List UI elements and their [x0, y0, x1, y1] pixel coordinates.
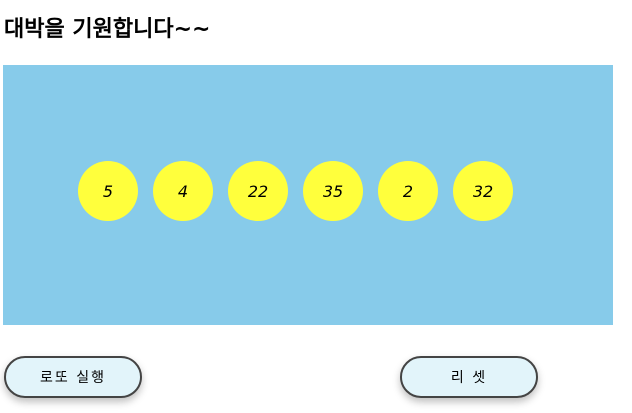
- lotto-ball-5: 2: [378, 161, 438, 221]
- lotto-ball-2: 4: [153, 161, 213, 221]
- lotto-ball-1: 5: [78, 161, 138, 221]
- lotto-ball-4: 35: [303, 161, 363, 221]
- lotto-ball-6: 32: [453, 161, 513, 221]
- lotto-ball-3: 22: [228, 161, 288, 221]
- lotto-ball-row: 5 4 22 35 2 32: [78, 161, 513, 221]
- lotto-ball-board: 5 4 22 35 2 32: [3, 65, 613, 325]
- reset-button[interactable]: 리 셋: [400, 356, 538, 398]
- page-title: 대박을 기원합니다~~: [4, 17, 211, 42]
- run-lotto-button[interactable]: 로또 실행: [4, 356, 142, 398]
